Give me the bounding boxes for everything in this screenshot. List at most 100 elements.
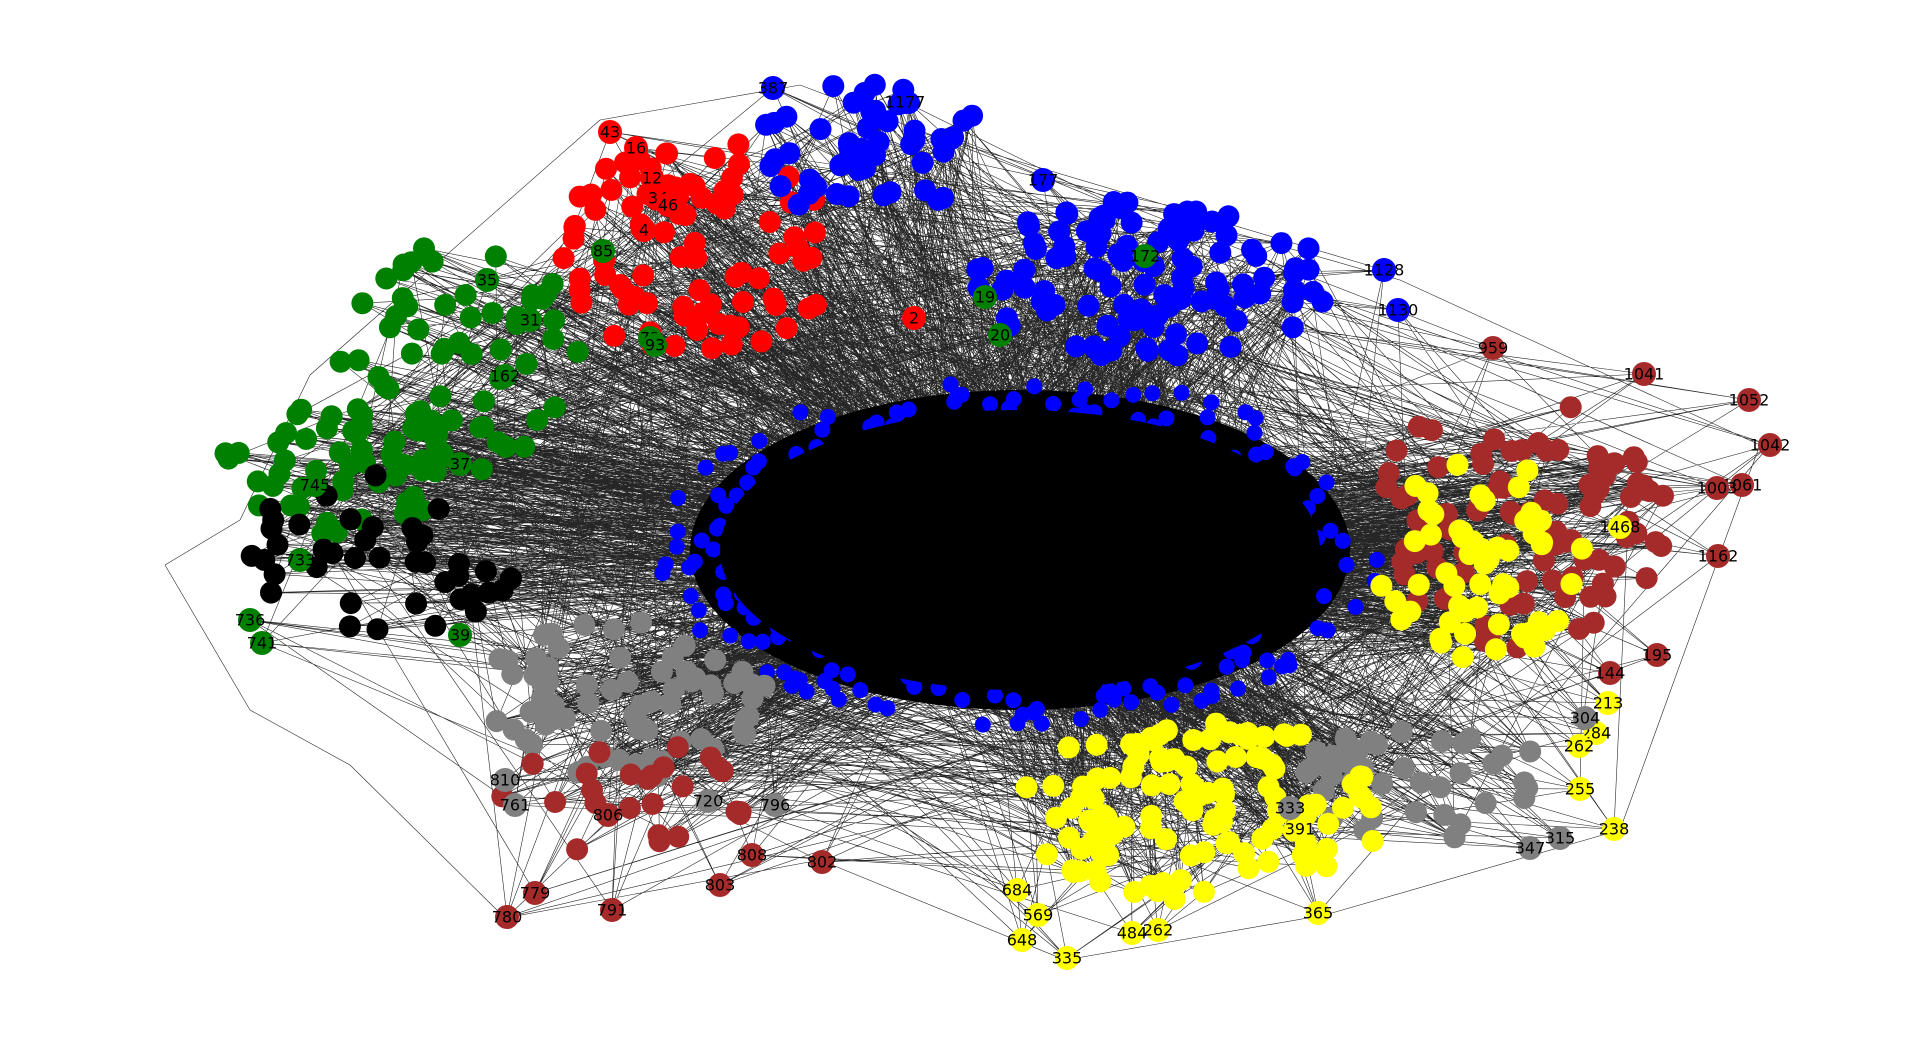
node-label: 684: [1002, 881, 1033, 900]
graph-node: [1253, 266, 1276, 289]
graph-node: [1429, 627, 1452, 650]
graph-node: [1024, 236, 1047, 259]
graph-node: [648, 830, 671, 853]
graph-node: [1598, 455, 1620, 478]
core-node: [682, 588, 699, 604]
node-1177: 1177: [885, 90, 925, 114]
graph-node: [1416, 482, 1439, 505]
graph-node: [1560, 573, 1583, 595]
graph-node: [1214, 799, 1236, 822]
core-node: [1177, 677, 1194, 694]
graph-node: [339, 508, 362, 531]
graph-node: [501, 663, 524, 686]
graph-node: [1385, 439, 1408, 462]
node-label: 35: [477, 271, 497, 290]
node-label: 803: [705, 876, 736, 895]
node-20: 20: [988, 323, 1012, 347]
core-node: [740, 633, 757, 650]
graph-node: [641, 792, 664, 815]
node-circle: [1306, 901, 1330, 925]
graph-node: [1215, 224, 1238, 247]
node-802: 802: [807, 850, 837, 874]
core-node: [1149, 684, 1166, 701]
graph-node: [329, 350, 352, 373]
graph-node: [1123, 880, 1146, 903]
node-label: 741: [247, 634, 278, 653]
graph-node: [864, 99, 887, 122]
graph-node: [470, 458, 493, 481]
graph-node: [547, 636, 570, 659]
graph-node: [1438, 611, 1461, 634]
graph-node: [1112, 249, 1134, 272]
node-label: 213: [1593, 694, 1624, 713]
graph-node: [346, 398, 369, 421]
node-12: 12: [640, 166, 664, 190]
graph-node: [1523, 635, 1546, 658]
graph-node: [673, 634, 696, 657]
graph-node: [1097, 844, 1120, 867]
node-circle: [523, 881, 547, 905]
core-node: [830, 691, 847, 708]
node-circle: [696, 789, 720, 813]
graph-node: [1199, 728, 1222, 751]
node-label: 335: [1052, 949, 1083, 968]
graph-node: [1083, 257, 1106, 280]
node-circle: [1598, 661, 1622, 685]
node-circle: [518, 308, 542, 332]
node-4: 4: [632, 218, 656, 242]
core-node: [1072, 711, 1089, 727]
graph-node: [1451, 646, 1474, 669]
graph-node: [728, 153, 750, 176]
graph-node: [1443, 825, 1466, 848]
graph-node: [1407, 573, 1430, 596]
graph-node: [396, 295, 419, 318]
core-node: [1199, 409, 1216, 426]
graph-node: [632, 264, 655, 287]
graph-node: [662, 678, 685, 701]
graph-node: [459, 306, 482, 329]
core-node: [942, 376, 959, 393]
graph-node: [1409, 771, 1432, 794]
graph-node: [1232, 273, 1254, 296]
graph-node: [263, 563, 286, 586]
graph-node: [603, 324, 626, 347]
graph-node: [609, 646, 632, 669]
node-label: 2: [909, 309, 919, 328]
graph-node: [1281, 316, 1304, 339]
graph-node: [750, 330, 773, 353]
graph-node: [347, 349, 370, 372]
graph-node: [1297, 237, 1320, 260]
core-node: [1071, 391, 1088, 408]
node-label: 177: [1028, 171, 1059, 190]
graph-node: [364, 464, 387, 487]
graph-node: [460, 583, 483, 606]
graph-node: [1510, 439, 1533, 461]
node-304: 304: [1570, 706, 1600, 730]
node-39: 39: [448, 623, 472, 647]
core-node: [1259, 652, 1276, 669]
graph-node: [763, 111, 786, 134]
dense-core: [654, 376, 1385, 733]
node-213: 213: [1593, 691, 1624, 715]
graph-node: [1152, 872, 1174, 894]
graph-node: [1625, 451, 1648, 474]
graph-node: [1433, 803, 1456, 826]
core-node: [816, 673, 833, 690]
graph-node: [1446, 453, 1469, 476]
core-node: [783, 677, 800, 694]
graph-node: [260, 581, 282, 604]
core-node: [715, 586, 732, 603]
graph-node: [543, 309, 565, 332]
graph-node: [350, 439, 373, 461]
node-label: 780: [492, 908, 523, 927]
node-circle: [1481, 336, 1505, 360]
node-238: 238: [1599, 817, 1629, 841]
graph-node: [576, 674, 598, 697]
graph-node: [396, 491, 418, 514]
graph-node: [595, 157, 617, 180]
graph-node: [667, 825, 690, 848]
graph-node: [383, 430, 406, 453]
node-1468: 1468: [1600, 515, 1640, 539]
graph-node: [707, 313, 730, 335]
graph-node: [344, 547, 366, 570]
